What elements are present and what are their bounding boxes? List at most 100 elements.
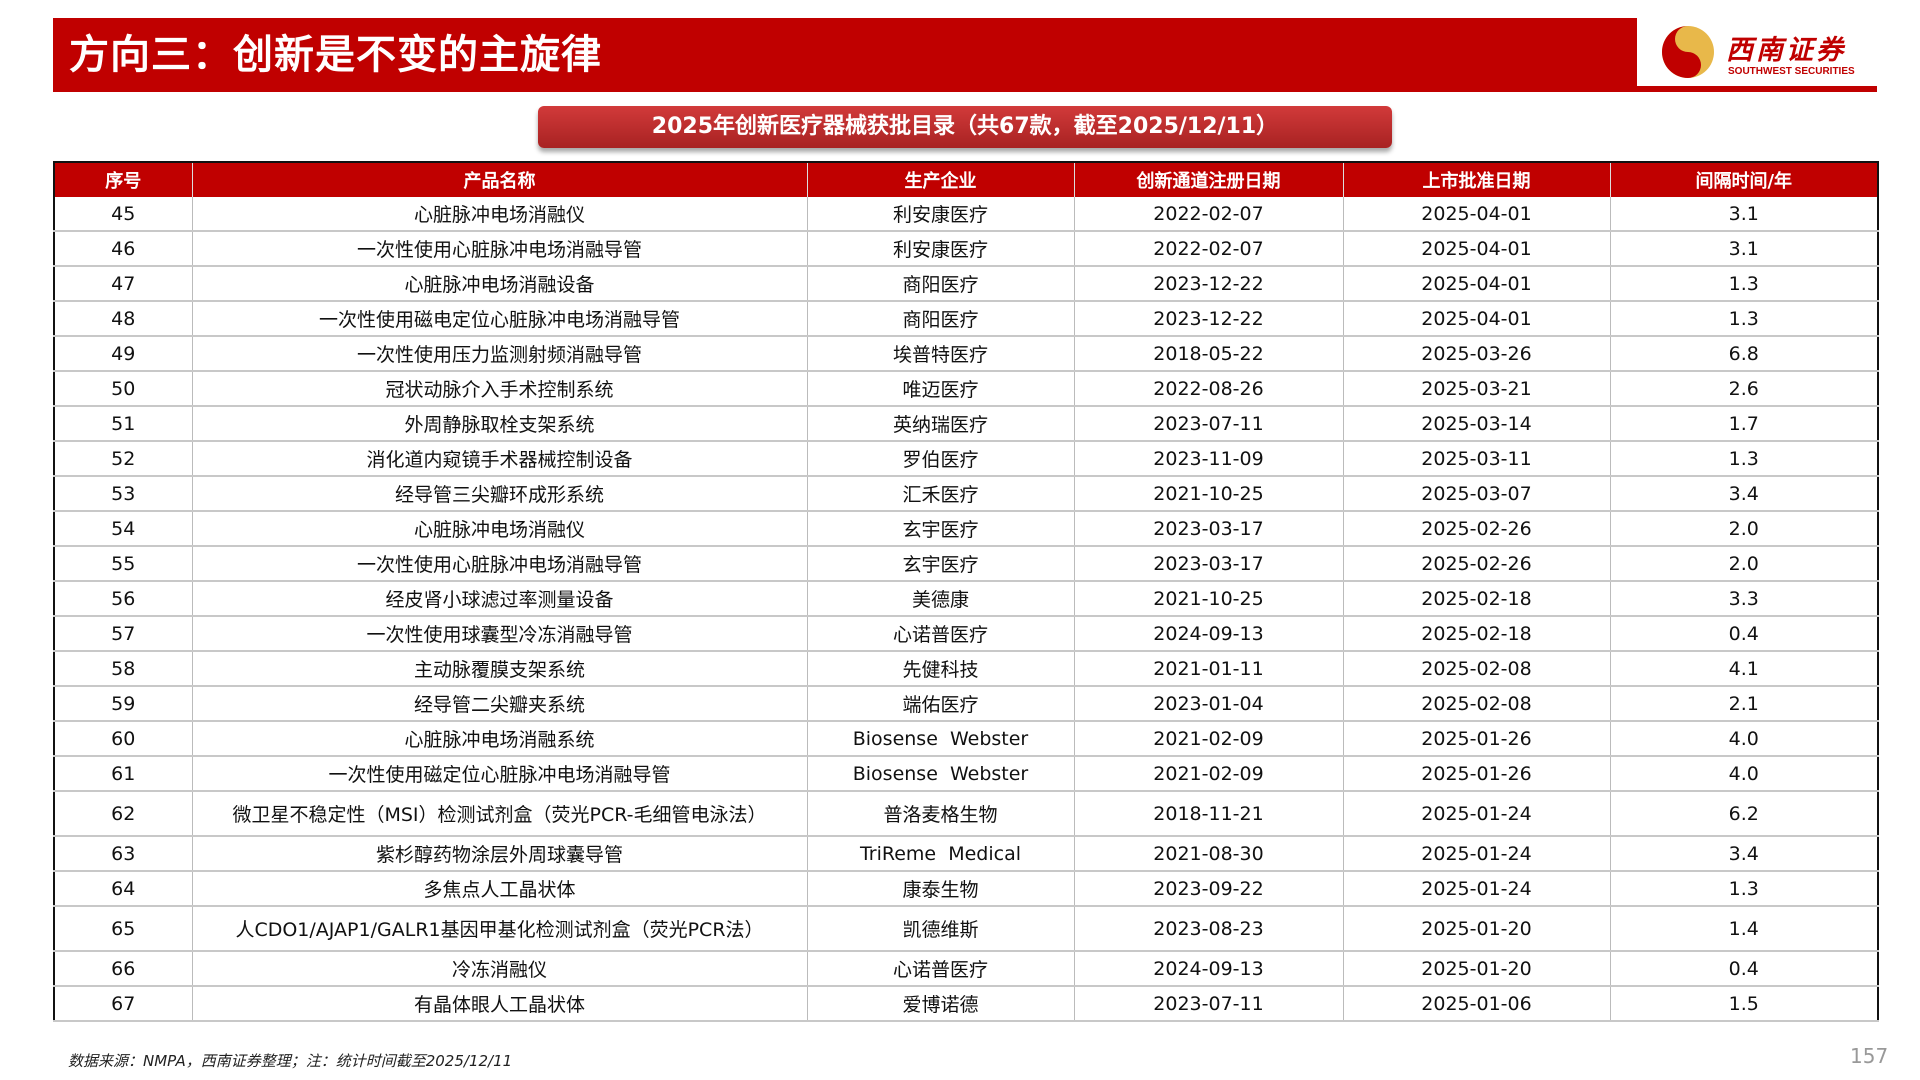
table-cell: 2021-10-25 (1073, 581, 1343, 617)
table-cell: 心诺普医疗 (806, 616, 1074, 652)
table-cell: 一次性使用压力监测射频消融导管 (191, 336, 807, 372)
column-header: 产品名称 (191, 162, 807, 197)
table-cell: 1.3 (1609, 871, 1878, 907)
table-row: 54 心脏脉冲电场消融仪 玄宇医疗 2023-03-17 2025-02-26 2.0 (53, 511, 1878, 547)
column-header: 间隔时间/年 (1609, 162, 1878, 197)
table-cell: 多焦点人工晶状体 (191, 871, 807, 907)
table-cell: 0.4 (1609, 951, 1878, 987)
table-cell: 2025-02-18 (1342, 616, 1610, 652)
table-cell: 59 (53, 686, 192, 722)
table-cell: 2022-08-26 (1073, 371, 1343, 407)
table-cell: 1.3 (1609, 441, 1878, 477)
table-cell: 2025-01-20 (1342, 906, 1610, 952)
source-note: 数据来源：NMPA，西南证券整理；注：统计时间截至2025/12/11 (68, 1052, 513, 1070)
table-cell: Biosense Webster (806, 721, 1074, 757)
table-cell: 2025-02-18 (1342, 581, 1610, 617)
table-cell: 3.3 (1609, 581, 1878, 617)
table-cell: 心脏脉冲电场消融仪 (191, 197, 807, 232)
table-cell: 2023-07-11 (1073, 986, 1343, 1022)
table-row: 49 一次性使用压力监测射频消融导管 埃普特医疗 2018-05-22 2025-03-… (53, 336, 1878, 372)
table-cell: 2021-02-09 (1073, 721, 1343, 757)
table-row: 61 一次性使用磁定位心脏脉冲电场消融导管 Biosense Webster 2021… (53, 756, 1878, 792)
table-cell: 端佑医疗 (806, 686, 1074, 722)
table-cell: 50 (53, 371, 192, 407)
table-cell: 2025-03-21 (1342, 371, 1610, 407)
table-cell: 玄宇医疗 (806, 511, 1074, 547)
table-cell: 经导管二尖瓣夹系统 (191, 686, 807, 722)
table-cell: 罗伯医疗 (806, 441, 1074, 477)
table-cell: Biosense Webster (806, 756, 1074, 792)
table-cell: 3.1 (1609, 231, 1878, 267)
table-cell: 2.1 (1609, 686, 1878, 722)
table-cell: 2025-01-26 (1342, 756, 1610, 792)
table-cell: 2.0 (1609, 546, 1878, 582)
table-cell: 唯迈医疗 (806, 371, 1074, 407)
table-cell: 利安康医疗 (806, 197, 1074, 232)
table-cell: 58 (53, 651, 192, 687)
table-cell: 心诺普医疗 (806, 951, 1074, 987)
table-cell: 2021-08-30 (1073, 836, 1343, 872)
table-cell: 2025-01-20 (1342, 951, 1610, 987)
table-cell: 2023-11-09 (1073, 441, 1343, 477)
table-cell: 6.8 (1609, 336, 1878, 372)
table-cell: 55 (53, 546, 192, 582)
table-cell: 有晶体眼人工晶状体 (191, 986, 807, 1022)
table-row: 57 一次性使用球囊型冷冻消融导管 心诺普医疗 2024-09-13 2025-02-1… (53, 616, 1878, 652)
logo-text-cn: 西南证券 (1726, 35, 1846, 66)
table-cell: 53 (53, 476, 192, 512)
header-divider (1637, 86, 1877, 92)
table-cell: 2025-03-26 (1342, 336, 1610, 372)
table-row: 55 一次性使用心脏脉冲电场消融导管 玄宇医疗 2023-03-17 2025-02-2… (53, 546, 1878, 582)
logo-mark-icon (1662, 26, 1714, 78)
table-cell: 埃普特医疗 (806, 336, 1074, 372)
table-row: 56 经皮肾小球滤过率测量设备 美德康 2021-10-25 2025-02-18 3.3 (53, 581, 1878, 617)
table-row: 66 冷冻消融仪 心诺普医疗 2024-09-13 2025-01-20 0.4 (53, 951, 1878, 987)
table-cell: 2025-01-26 (1342, 721, 1610, 757)
table-cell: 1.7 (1609, 406, 1878, 442)
table-row: 65 人CDO1/AJAP1/GALR1基因甲基化检测试剂盒（荧光PCR法） 凯德维… (53, 906, 1878, 952)
table-cell: 2021-02-09 (1073, 756, 1343, 792)
table-row: 60 心脏脉冲电场消融系统 Biosense Webster 2021-02-09 20… (53, 721, 1878, 757)
table-cell: 2025-04-01 (1342, 197, 1610, 232)
table-cell: 52 (53, 441, 192, 477)
table-cell: 2025-01-24 (1342, 836, 1610, 872)
table-cell: 爱博诺德 (806, 986, 1074, 1022)
table-cell: 57 (53, 616, 192, 652)
table-cell: 54 (53, 511, 192, 547)
table-cell: 2023-09-22 (1073, 871, 1343, 907)
table-row: 59 经导管二尖瓣夹系统 端佑医疗 2023-01-04 2025-02-08 2.1 (53, 686, 1878, 722)
table-cell: 3.4 (1609, 836, 1878, 872)
table-cell: 6.2 (1609, 791, 1878, 837)
table-cell: 2023-08-23 (1073, 906, 1343, 952)
table-cell: 普洛麦格生物 (806, 791, 1074, 837)
table-cell: 经皮肾小球滤过率测量设备 (191, 581, 807, 617)
table-cell: 2022-02-07 (1073, 197, 1343, 232)
table-cell: 消化道内窥镜手术器械控制设备 (191, 441, 807, 477)
table-cell: 2025-01-06 (1342, 986, 1610, 1022)
table-cell: 外周静脉取栓支架系统 (191, 406, 807, 442)
table-cell: 3.1 (1609, 197, 1878, 232)
table-row: 52 消化道内窥镜手术器械控制设备 罗伯医疗 2023-11-09 2025-03-11… (53, 441, 1878, 477)
table-cell: 利安康医疗 (806, 231, 1074, 267)
table-cell: 56 (53, 581, 192, 617)
table-cell: 人CDO1/AJAP1/GALR1基因甲基化检测试剂盒（荧光PCR法） (191, 906, 807, 952)
table-row: 64 多焦点人工晶状体 康泰生物 2023-09-22 2025-01-24 1.3 (53, 871, 1878, 907)
table-cell: 1.5 (1609, 986, 1878, 1022)
table-cell: 2025-03-11 (1342, 441, 1610, 477)
table-cell: 2023-01-04 (1073, 686, 1343, 722)
table-cell: 2025-04-01 (1342, 266, 1610, 302)
table-cell: 65 (53, 906, 192, 952)
table-row: 48 一次性使用磁电定位心脏脉冲电场消融导管 商阳医疗 2023-12-22 2025-… (53, 301, 1878, 337)
table-cell: 冠状动脉介入手术控制系统 (191, 371, 807, 407)
table-cell: 2025-01-24 (1342, 871, 1610, 907)
table-cell: 商阳医疗 (806, 301, 1074, 337)
table-cell: 2023-07-11 (1073, 406, 1343, 442)
table-row: 58 主动脉覆膜支架系统 先健科技 2021-01-11 2025-02-08 4.1 (53, 651, 1878, 687)
table-cell: 4.1 (1609, 651, 1878, 687)
table-cell: 2023-03-17 (1073, 511, 1343, 547)
table-row: 47 心脏脉冲电场消融设备 商阳医疗 2023-12-22 2025-04-01 1.3 (53, 266, 1878, 302)
table-cell: 2025-03-14 (1342, 406, 1610, 442)
table-title: 2025年创新医疗器械获批目录（共67款，截至2025/12/11） (538, 106, 1392, 148)
table-cell: 一次性使用磁电定位心脏脉冲电场消融导管 (191, 301, 807, 337)
table-cell: 1.3 (1609, 301, 1878, 337)
